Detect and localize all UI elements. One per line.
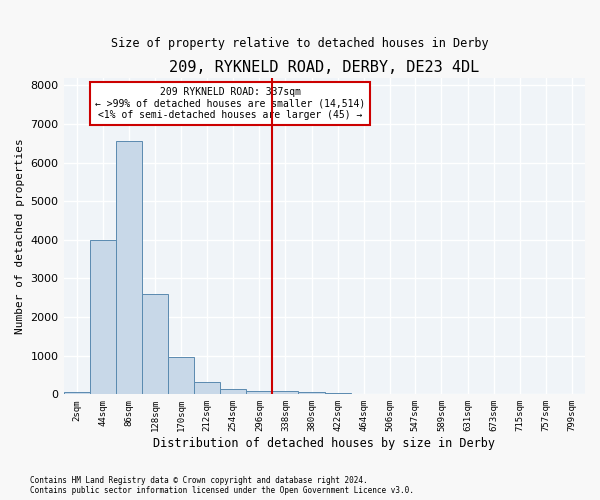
Bar — [64, 392, 89, 394]
Bar — [272, 392, 298, 394]
Y-axis label: Number of detached properties: Number of detached properties — [15, 138, 25, 334]
Bar — [116, 142, 142, 394]
Bar — [220, 390, 246, 394]
Bar — [325, 393, 350, 394]
Bar — [194, 382, 220, 394]
Bar — [168, 357, 194, 395]
Bar — [246, 391, 272, 394]
Text: Contains HM Land Registry data © Crown copyright and database right 2024.
Contai: Contains HM Land Registry data © Crown c… — [30, 476, 414, 495]
Text: 209 RYKNELD ROAD: 337sqm
← >99% of detached houses are smaller (14,514)
<1% of s: 209 RYKNELD ROAD: 337sqm ← >99% of detac… — [95, 87, 365, 120]
Text: Size of property relative to detached houses in Derby: Size of property relative to detached ho… — [111, 38, 489, 51]
Title: 209, RYKNELD ROAD, DERBY, DE23 4DL: 209, RYKNELD ROAD, DERBY, DE23 4DL — [169, 60, 479, 75]
Bar — [89, 240, 116, 394]
Bar — [142, 294, 168, 394]
X-axis label: Distribution of detached houses by size in Derby: Distribution of detached houses by size … — [153, 437, 495, 450]
Bar — [298, 392, 325, 394]
